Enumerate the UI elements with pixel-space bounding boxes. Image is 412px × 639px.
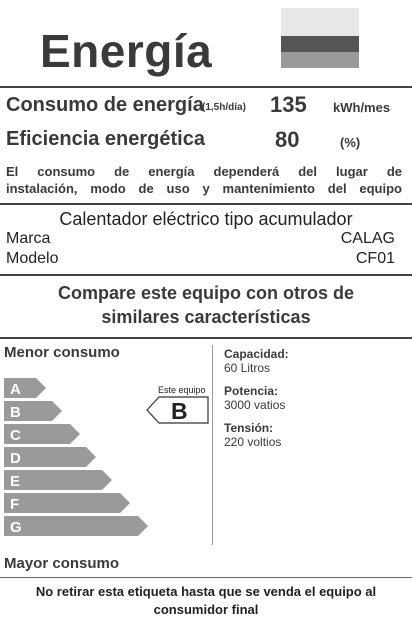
compare-line-1: Compare este equipo con otros de bbox=[57, 283, 355, 303]
consumo-label: Consumo de energía bbox=[6, 94, 204, 116]
this-equipment-class: B bbox=[171, 398, 188, 424]
mayor-consumo-label: Mayor consumo bbox=[4, 555, 120, 572]
menor-consumo-label: Menor consumo bbox=[4, 344, 120, 361]
note-line-2: instalación, modo de uso y mantenimiento… bbox=[6, 181, 402, 196]
capacidad-label: Capacidad: bbox=[224, 347, 289, 361]
eficiencia-label: Eficiencia energética bbox=[6, 128, 205, 150]
modelo-value: CF01 bbox=[355, 250, 395, 267]
scale-letter-f: F bbox=[10, 496, 19, 513]
scale-letter-c: C bbox=[10, 427, 21, 444]
product-title: Calentador eléctrico tipo acumulador bbox=[59, 209, 353, 229]
divider bbox=[0, 577, 412, 578]
tension-label: Tensión: bbox=[224, 421, 274, 435]
scale-bar-b: B bbox=[4, 401, 62, 421]
footer-line-1: No retirar esta etiqueta hasta que se ve… bbox=[35, 584, 377, 599]
compare-heading: Compare este equipo con otros de similar… bbox=[0, 281, 412, 329]
note-line-1: El consumo de energía dependerá del luga… bbox=[6, 164, 402, 179]
this-equipment-arrow: B bbox=[146, 396, 209, 424]
compare-line-2: similares características bbox=[101, 307, 311, 327]
scale-bar-c: C bbox=[4, 424, 80, 444]
scale-bar-a: A bbox=[4, 378, 46, 398]
footer-note: No retirar esta etiqueta hasta que se ve… bbox=[0, 583, 412, 619]
potencia-label: Potencia: bbox=[224, 384, 279, 398]
este-equipo-label: Este equipo bbox=[158, 385, 206, 395]
scale-bar-g: G bbox=[4, 516, 148, 536]
consumo-unit: kWh/mes bbox=[333, 100, 391, 115]
consumo-period: (1,5h/día) bbox=[202, 102, 246, 113]
scale-letter-d: D bbox=[10, 450, 21, 467]
capacidad-value: 60 Litros bbox=[224, 361, 271, 375]
scale-letter-b: B bbox=[10, 404, 21, 421]
scale-bar-d: D bbox=[4, 447, 96, 467]
eficiencia-unit: (%) bbox=[340, 135, 361, 150]
page-title: Energía bbox=[40, 25, 213, 77]
divider bbox=[0, 203, 412, 205]
efficiency-scale: A B C D E F G bbox=[4, 378, 148, 536]
scale-letter-g: G bbox=[10, 519, 22, 536]
tension-value: 220 voltios bbox=[224, 435, 282, 449]
footer-line-2: consumidor final bbox=[153, 602, 259, 617]
flag-icon bbox=[281, 8, 359, 68]
divider bbox=[0, 337, 412, 339]
scale-bar-e: E bbox=[4, 470, 112, 490]
vertical-divider bbox=[212, 345, 213, 545]
consumption-note: El consumo de energía dependerá del luga… bbox=[6, 163, 402, 197]
scale-bar-f: F bbox=[4, 493, 130, 513]
potencia-value: 3000 vatios bbox=[224, 398, 286, 412]
marca-label: Marca bbox=[6, 230, 51, 247]
divider bbox=[0, 274, 412, 276]
modelo-label: Modelo bbox=[6, 250, 59, 267]
scale-letter-a: A bbox=[10, 381, 21, 398]
divider bbox=[0, 86, 412, 88]
eficiencia-value: 80 bbox=[275, 127, 300, 152]
marca-value: CALAG bbox=[340, 230, 395, 247]
scale-letter-e: E bbox=[10, 473, 20, 490]
consumo-value: 135 bbox=[270, 92, 307, 117]
